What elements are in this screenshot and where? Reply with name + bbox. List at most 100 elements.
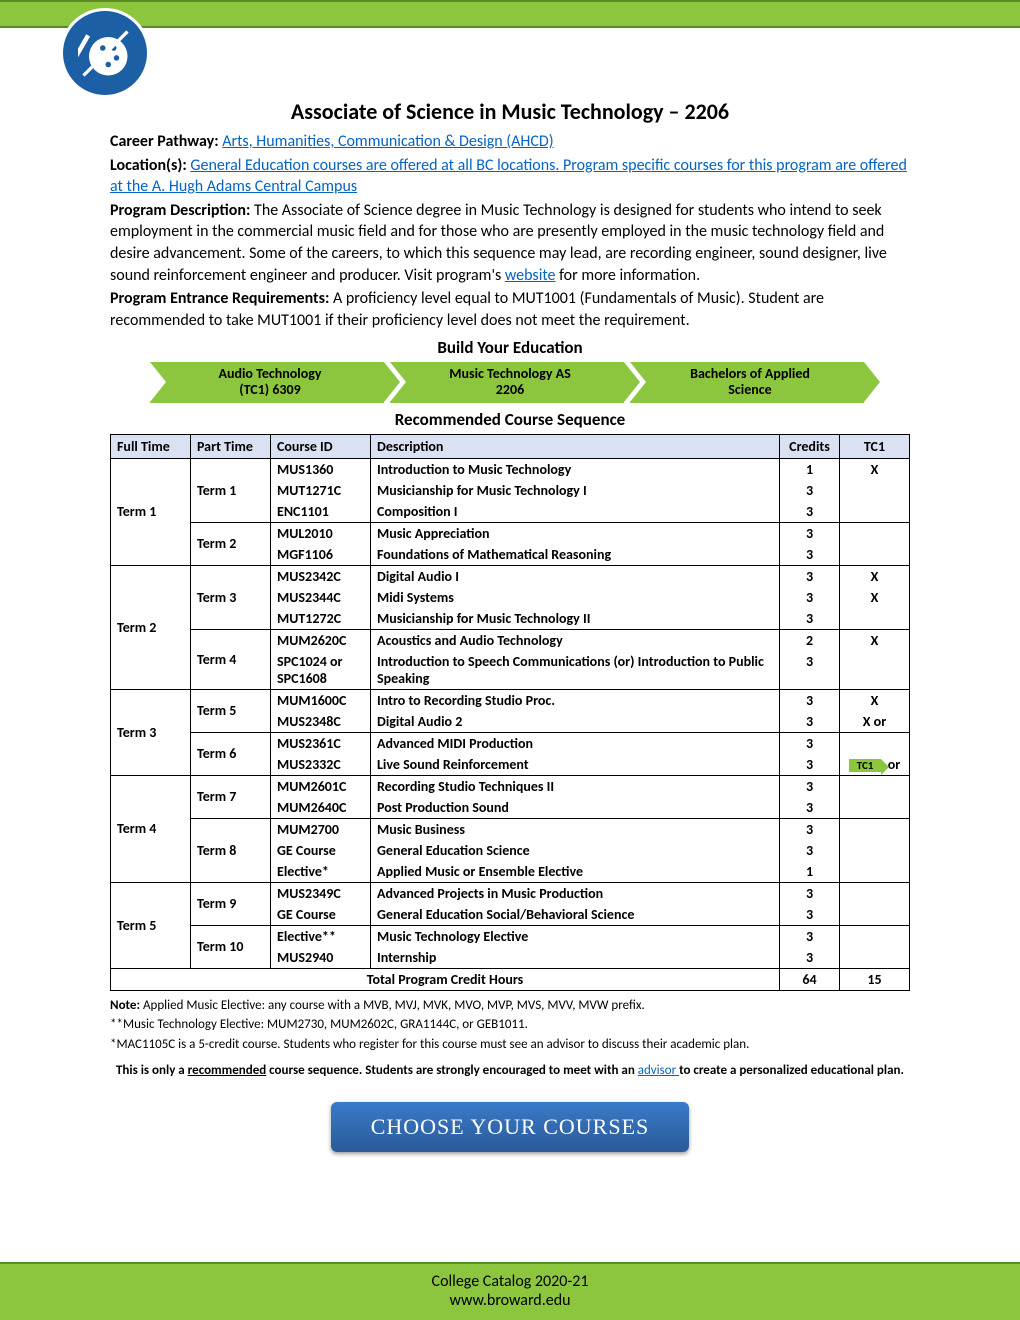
course-id: GE Course — [271, 840, 371, 861]
course-tc1 — [840, 501, 910, 523]
program-website-link[interactable]: website — [505, 266, 556, 285]
recommend-note: This is only a recommended course sequen… — [110, 1063, 910, 1078]
total-label: Total Program Credit Hours — [111, 968, 780, 990]
course-credits: 3 — [780, 608, 840, 630]
course-credits: 3 — [780, 775, 840, 797]
tc1-badge: TC1 — [849, 759, 882, 772]
locations-label: Location(s): — [110, 156, 187, 175]
th-full-time: Full Time — [111, 434, 191, 458]
course-description: Introduction to Speech Communications (o… — [371, 651, 780, 690]
full-time-term: Term 2 — [111, 565, 191, 689]
course-credits: 3 — [780, 651, 840, 690]
course-description: Recording Studio Techniques II — [371, 775, 780, 797]
footer-catalog: College Catalog 2020-21 — [0, 1272, 1020, 1291]
course-tc1: X — [840, 587, 910, 608]
page-title: Associate of Science in Music Technology… — [110, 98, 910, 125]
course-tc1 — [840, 544, 910, 566]
course-description: Music Business — [371, 818, 780, 840]
course-credits: 1 — [780, 458, 840, 480]
build-education-heading: Build Your Education — [110, 337, 910, 358]
recommended-sequence-heading: Recommended Course Sequence — [110, 409, 910, 430]
course-id: MUS1360 — [271, 458, 371, 480]
th-course-id: Course ID — [271, 434, 371, 458]
course-credits: 3 — [780, 501, 840, 523]
course-credits: 3 — [780, 925, 840, 947]
course-tc1 — [840, 775, 910, 797]
course-tc1 — [840, 904, 910, 926]
pathway-step-1-line2: (TC1) 6309 — [180, 382, 360, 398]
course-id: MUS2342C — [271, 565, 371, 587]
locations-link[interactable]: General Education courses are offered at… — [110, 156, 907, 197]
career-pathway-link[interactable]: Arts, Humanities, Communication & Design… — [222, 132, 553, 151]
course-description: Music Appreciation — [371, 522, 780, 544]
part-time-term: Term 7 — [191, 775, 271, 818]
part-time-term: Term 2 — [191, 522, 271, 565]
course-id: MUS2332C — [271, 754, 371, 776]
course-tc1 — [840, 797, 910, 819]
course-id: MGF1106 — [271, 544, 371, 566]
table-row: Term 3Term 5MUM1600CIntro to Recording S… — [111, 689, 910, 711]
course-tc1 — [840, 608, 910, 630]
course-description: Advanced Projects in Music Production — [371, 882, 780, 904]
part-time-term: Term 1 — [191, 458, 271, 522]
course-description: Digital Audio I — [371, 565, 780, 587]
full-time-term: Term 4 — [111, 775, 191, 882]
course-tc1 — [840, 882, 910, 904]
course-tc1: X — [840, 458, 910, 480]
table-row: Term 6MUS2361CAdvanced MIDI Production3 — [111, 732, 910, 754]
course-credits: 3 — [780, 587, 840, 608]
course-id: MUM2620C — [271, 629, 371, 651]
choose-courses-button[interactable]: CHOOSE YOUR COURSES — [331, 1102, 690, 1152]
course-description: Advanced MIDI Production — [371, 732, 780, 754]
top-border — [0, 0, 1020, 28]
course-id: SPC1024 or SPC1608 — [271, 651, 371, 690]
pathway-step-1-line1: Audio Technology — [180, 366, 360, 382]
course-tc1 — [840, 861, 910, 883]
course-id: GE Course — [271, 904, 371, 926]
course-credits: 3 — [780, 732, 840, 754]
course-tc1 — [840, 732, 910, 754]
advisor-link[interactable]: advisor — [638, 1063, 679, 1078]
table-row: Term 2MUL2010Music Appreciation3 — [111, 522, 910, 544]
course-id: MUS2349C — [271, 882, 371, 904]
table-row: Term 1Term 1MUS1360Introduction to Music… — [111, 458, 910, 480]
course-tc1: X — [840, 565, 910, 587]
course-description: Intro to Recording Studio Proc. — [371, 689, 780, 711]
course-description: Acoustics and Audio Technology — [371, 629, 780, 651]
course-id: Elective* — [271, 861, 371, 883]
description-text-after: for more information. — [556, 266, 701, 285]
course-tc1: X — [840, 689, 910, 711]
notes-block: Note: Applied Music Elective: any course… — [110, 997, 910, 1054]
career-pathway-label: Career Pathway: — [110, 132, 219, 151]
note-label: Note: — [110, 998, 140, 1013]
footer-url: www.broward.edu — [0, 1291, 1020, 1310]
course-description: Post Production Sound — [371, 797, 780, 819]
description-label: Program Description: — [110, 201, 250, 220]
th-description: Description — [371, 434, 780, 458]
course-description: Foundations of Mathematical Reasoning — [371, 544, 780, 566]
page: Associate of Science in Music Technology… — [0, 0, 1020, 1320]
course-tc1 — [840, 522, 910, 544]
course-description: Live Sound Reinforcement — [371, 754, 780, 776]
pathway-step-3-line1: Bachelors of Applied — [660, 366, 840, 382]
part-time-term: Term 5 — [191, 689, 271, 732]
course-id: MUL2010 — [271, 522, 371, 544]
course-description: Music Technology Elective — [371, 925, 780, 947]
note-2: **Music Technology Elective: MUM2730, MU… — [110, 1016, 910, 1034]
full-time-term: Term 1 — [111, 458, 191, 565]
content: Associate of Science in Music Technology… — [110, 28, 910, 1152]
part-time-term: Term 9 — [191, 882, 271, 925]
footer-bar: College Catalog 2020-21 www.broward.edu — [0, 1262, 1020, 1320]
course-id: Elective** — [271, 925, 371, 947]
course-tc1 — [840, 947, 910, 969]
course-credits: 3 — [780, 522, 840, 544]
note-1: Applied Music Elective: any course with … — [143, 998, 645, 1013]
course-credits: 1 — [780, 861, 840, 883]
total-tc1: 15 — [840, 968, 910, 990]
course-credits: 3 — [780, 544, 840, 566]
course-credits: 3 — [780, 818, 840, 840]
pathway-step-3-line2: Science — [660, 382, 840, 398]
part-time-term: Term 6 — [191, 732, 271, 775]
course-description: Internship — [371, 947, 780, 969]
part-time-term: Term 4 — [191, 629, 271, 689]
